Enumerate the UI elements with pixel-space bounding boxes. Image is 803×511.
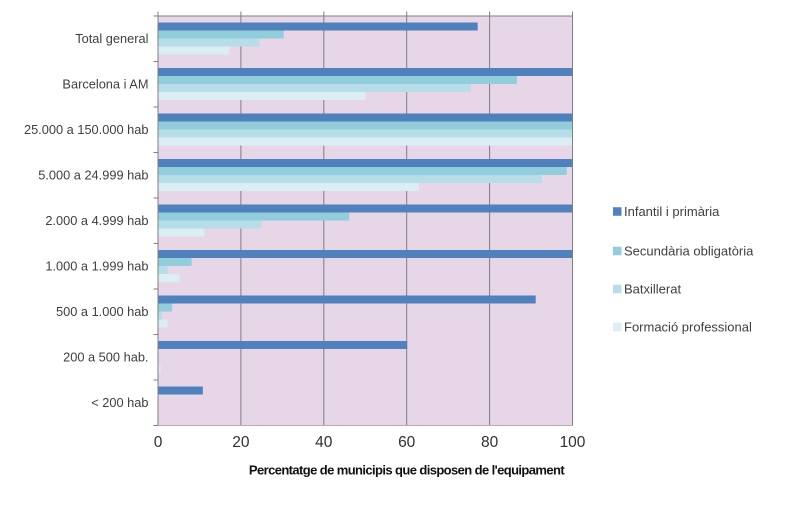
svg-text:500 a 1.000 hab: 500 a 1.000 hab bbox=[56, 304, 149, 319]
svg-text:Formació professional: Formació professional bbox=[624, 320, 752, 335]
svg-text:40: 40 bbox=[315, 434, 333, 451]
svg-text:Batxillerat: Batxillerat bbox=[624, 282, 681, 297]
svg-text:200 a 500 hab.: 200 a 500 hab. bbox=[63, 349, 148, 364]
svg-text:Infantil i primària: Infantil i primària bbox=[624, 204, 720, 219]
svg-text:100: 100 bbox=[560, 434, 586, 451]
svg-text:20: 20 bbox=[232, 434, 250, 451]
svg-text:60: 60 bbox=[398, 434, 416, 451]
svg-text:Barcelona i AM: Barcelona i AM bbox=[62, 77, 148, 92]
svg-text:Percentatge de municipis que d: Percentatge de municipis que disposen de… bbox=[249, 463, 565, 478]
svg-text:25.000 a 150.000 hab: 25.000 a 150.000 hab bbox=[24, 122, 149, 137]
svg-text:0: 0 bbox=[154, 434, 163, 451]
svg-text:< 200 hab: < 200 hab bbox=[91, 395, 148, 410]
svg-text:1.000 a 1.999 hab: 1.000 a 1.999 hab bbox=[45, 258, 148, 273]
svg-text:5.000 a 24.999 hab: 5.000 a 24.999 hab bbox=[38, 167, 148, 182]
svg-text:Total general: Total general bbox=[75, 31, 148, 46]
svg-text:2.000 a 4.999 hab: 2.000 a 4.999 hab bbox=[45, 213, 148, 228]
svg-text:Secundària obligatòria: Secundària obligatòria bbox=[624, 244, 754, 259]
svg-text:80: 80 bbox=[481, 434, 499, 451]
